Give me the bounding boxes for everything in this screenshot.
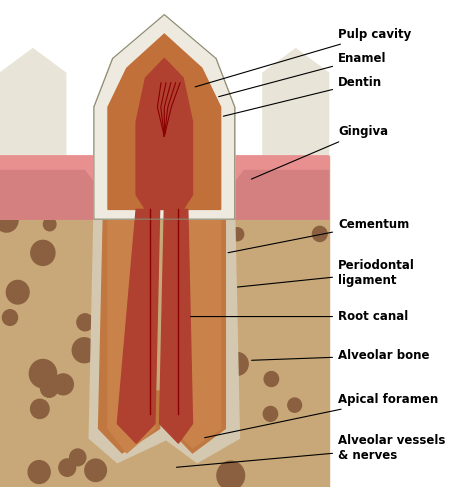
Circle shape: [31, 399, 49, 418]
Circle shape: [28, 461, 50, 484]
Circle shape: [231, 228, 244, 241]
Text: Alveolar bone: Alveolar bone: [252, 349, 429, 362]
Circle shape: [312, 226, 327, 242]
Text: Apical foramen: Apical foramen: [205, 393, 438, 438]
Text: Pulp cavity: Pulp cavity: [195, 28, 411, 87]
Text: Dentin: Dentin: [223, 76, 382, 116]
Circle shape: [226, 353, 248, 375]
Circle shape: [239, 167, 265, 194]
Polygon shape: [136, 58, 192, 209]
Polygon shape: [99, 219, 160, 453]
Circle shape: [260, 200, 272, 211]
Polygon shape: [225, 170, 328, 219]
Polygon shape: [0, 49, 66, 156]
Circle shape: [288, 398, 301, 412]
Polygon shape: [89, 219, 169, 463]
Text: Cementum: Cementum: [228, 218, 409, 253]
Circle shape: [44, 218, 56, 231]
Circle shape: [54, 185, 74, 206]
Circle shape: [264, 372, 279, 387]
Text: Enamel: Enamel: [219, 52, 386, 97]
Polygon shape: [263, 49, 328, 156]
Text: Gingiva: Gingiva: [251, 125, 388, 179]
Polygon shape: [160, 209, 192, 443]
Circle shape: [254, 186, 271, 203]
Circle shape: [0, 208, 18, 232]
Circle shape: [59, 459, 76, 476]
Text: Periodontal
ligament: Periodontal ligament: [237, 259, 415, 287]
Text: Alveolar vessels
& nerves: Alveolar vessels & nerves: [176, 434, 446, 467]
Circle shape: [77, 314, 93, 331]
Circle shape: [295, 159, 320, 185]
Circle shape: [53, 374, 73, 395]
Circle shape: [40, 379, 58, 397]
Circle shape: [72, 338, 96, 363]
Circle shape: [44, 170, 69, 196]
Circle shape: [70, 449, 86, 466]
Text: Root canal: Root canal: [191, 310, 408, 323]
Circle shape: [29, 359, 56, 388]
Circle shape: [2, 310, 18, 325]
Polygon shape: [216, 156, 328, 219]
Polygon shape: [164, 219, 225, 453]
Polygon shape: [122, 219, 207, 399]
Polygon shape: [131, 219, 197, 390]
Polygon shape: [0, 170, 103, 219]
Polygon shape: [94, 58, 235, 453]
Circle shape: [263, 407, 278, 421]
Circle shape: [217, 461, 245, 487]
Circle shape: [6, 281, 29, 304]
Polygon shape: [0, 156, 113, 219]
Polygon shape: [118, 209, 160, 443]
Circle shape: [31, 241, 55, 265]
Polygon shape: [94, 15, 235, 219]
Polygon shape: [108, 34, 221, 209]
Circle shape: [12, 193, 34, 215]
Polygon shape: [160, 219, 239, 463]
Polygon shape: [0, 156, 328, 487]
Circle shape: [85, 459, 107, 482]
Circle shape: [8, 182, 24, 198]
